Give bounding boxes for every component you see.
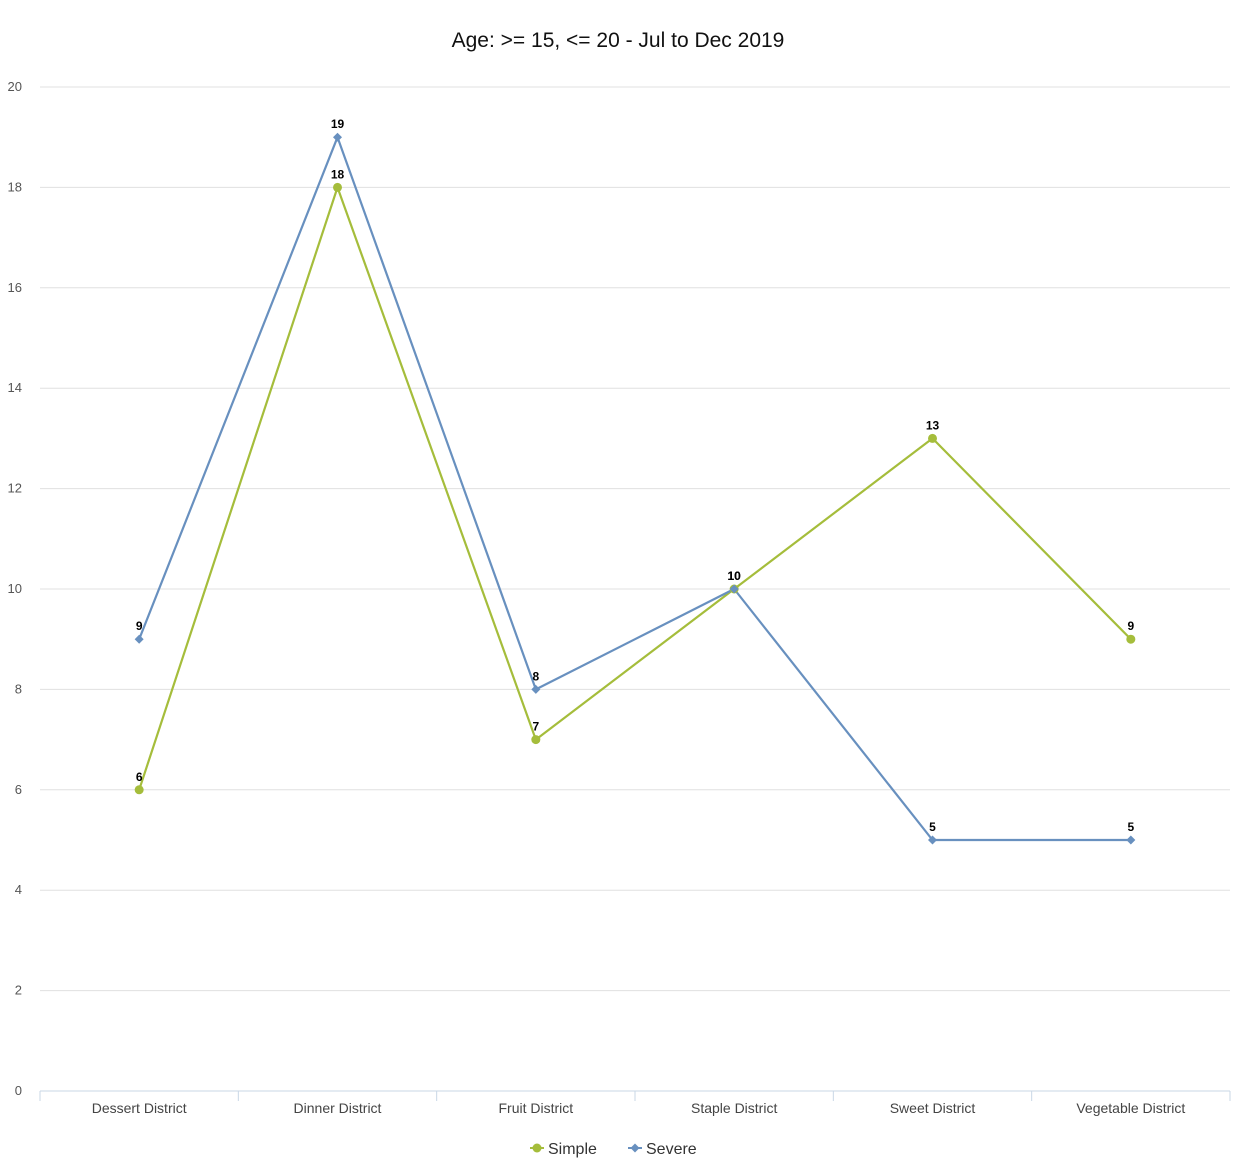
y-tick-label-20: 20 <box>8 79 22 94</box>
data-label-severe-fruit-district: 8 <box>532 669 539 683</box>
legend-label-severe: Severe <box>646 1141 697 1158</box>
data-label-simple-fruit-district: 7 <box>532 720 539 734</box>
x-tick-label-fruit-district: Fruit District <box>498 1100 573 1116</box>
x-tick-label-dessert-district: Dessert District <box>92 1100 187 1116</box>
legend-item-severe[interactable]: Severe <box>628 1141 697 1158</box>
point-severe-staple-district[interactable] <box>729 584 739 594</box>
point-simple-dessert-district[interactable] <box>134 785 144 795</box>
data-label-severe-vegetable-district: 5 <box>1127 820 1134 834</box>
x-tick-label-dinner-district: Dinner District <box>294 1100 382 1116</box>
x-tick-label-staple-district: Staple District <box>691 1100 777 1116</box>
y-tick-label-16: 16 <box>8 280 22 295</box>
x-tick-label-sweet-district: Sweet District <box>890 1100 976 1116</box>
point-severe-vegetable-district[interactable] <box>1126 835 1136 845</box>
y-tick-label-4: 4 <box>15 882 22 897</box>
data-label-severe-dinner-district: 19 <box>331 117 345 131</box>
point-severe-fruit-district[interactable] <box>531 684 541 694</box>
legend-marker-severe <box>630 1143 640 1153</box>
y-tick-label-18: 18 <box>8 179 22 194</box>
data-label-severe-dessert-district: 9 <box>136 619 143 633</box>
point-simple-dinner-district[interactable] <box>333 182 342 192</box>
series <box>134 132 1136 845</box>
data-label-simple-staple-district: 10 <box>727 569 741 583</box>
y-tick-label-6: 6 <box>15 782 22 797</box>
y-tick-label-0: 0 <box>15 1083 22 1098</box>
point-severe-dinner-district[interactable] <box>333 132 342 142</box>
y-tick-label-14: 14 <box>8 380 22 395</box>
series-line-simple[interactable] <box>138 186 1132 791</box>
series-line-severe[interactable] <box>138 136 1131 842</box>
point-severe-sweet-district[interactable] <box>928 835 937 845</box>
data-label-simple-sweet-district: 13 <box>926 418 940 432</box>
x-tick-label-vegetable-district: Vegetable District <box>1076 1100 1185 1116</box>
point-simple-fruit-district[interactable] <box>531 735 541 745</box>
point-severe-dessert-district[interactable] <box>134 634 144 644</box>
chart-title: Age: >= 15, <= 20 - Jul to Dec 2019 <box>452 29 785 52</box>
data-label-severe-sweet-district: 5 <box>929 820 936 834</box>
y-tick-label-2: 2 <box>15 983 22 998</box>
point-simple-vegetable-district[interactable] <box>1126 634 1136 644</box>
data-label-simple-dinner-district: 18 <box>331 167 345 181</box>
point-simple-sweet-district[interactable] <box>928 433 937 443</box>
legend-marker-simple <box>532 1143 542 1153</box>
y-tick-label-12: 12 <box>8 481 22 496</box>
axes: 0 2 4 6 8 10 12 14 16 18 20 Dessert District Dinner … <box>8 79 1231 1116</box>
data-label-severe-staple-district: 10 <box>727 569 741 583</box>
data-label-simple-dessert-district: 6 <box>136 770 143 784</box>
grid <box>40 86 1230 992</box>
y-tick-label-10: 10 <box>8 581 22 596</box>
data-label-simple-vegetable-district: 9 <box>1127 619 1134 633</box>
y-tick-label-8: 8 <box>15 681 22 696</box>
legend-item-simple[interactable]: Simple <box>530 1141 597 1158</box>
legend-label-simple: Simple <box>548 1141 597 1158</box>
legend[interactable]: Simple Severe <box>530 1141 697 1158</box>
